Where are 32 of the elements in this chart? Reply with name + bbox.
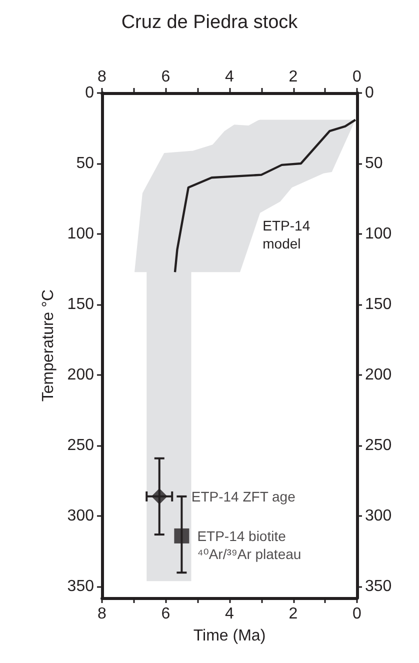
y-tick-label: 0	[85, 84, 94, 102]
y-tick-label: 250	[67, 437, 94, 454]
y2-tick-label: 50	[365, 155, 383, 172]
x-tick-label: 6	[161, 606, 170, 622]
x2-tick-label: 2	[288, 68, 298, 86]
y-tick-label: 50	[76, 155, 94, 172]
y-axis-title: Temperature °C	[40, 289, 57, 402]
x-tick-label: 2	[288, 606, 298, 622]
y-tick-label: 150	[67, 296, 94, 314]
y2-tick-label: 250	[365, 437, 392, 454]
x-tick-label: 0	[352, 606, 362, 622]
y2-tick-label: 300	[365, 508, 392, 525]
chart-title: Cruz de Piedra stock	[121, 12, 298, 33]
x-tick-label: 8	[98, 606, 107, 622]
y-tick-label: 200	[67, 366, 94, 384]
y-tick-label: 350	[67, 578, 94, 596]
x-tick-label: 4	[225, 606, 234, 622]
y-tick-label: 100	[67, 226, 94, 243]
x2-tick-label: 0	[352, 68, 362, 86]
x-axis-title: Time (Ma)	[193, 628, 266, 644]
y2-tick-label: 100	[365, 226, 392, 243]
x2-tick-label: 6	[161, 68, 170, 86]
annotation: ETP-14 model	[262, 218, 310, 252]
y2-tick-label: 200	[365, 366, 392, 384]
y2-tick-label: 350	[365, 578, 392, 596]
series-label: ETP-14 biotite ⁴⁰Ar/³⁹Ar plateau	[197, 528, 302, 562]
series-label: ETP-14 ZFT age	[191, 488, 296, 504]
x2-tick-label: 4	[225, 68, 234, 86]
y2-tick-label: 150	[365, 296, 392, 314]
y2-tick-label: 0	[365, 84, 374, 102]
y-tick-label: 300	[67, 508, 94, 525]
x2-tick-label: 8	[98, 68, 107, 86]
